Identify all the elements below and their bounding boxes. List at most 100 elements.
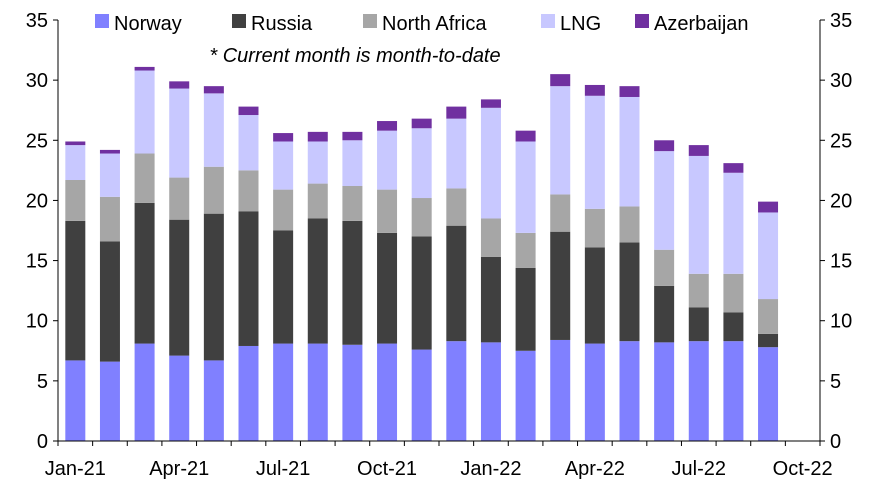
bar-segment-russia (654, 285, 675, 343)
bar-segment-lng (758, 212, 779, 300)
bar-segment-north-africa (515, 232, 536, 268)
bar-segment-norway (654, 342, 675, 441)
legend-label: LNG (560, 13, 601, 35)
bar-segment-norway (550, 339, 571, 441)
bar-segment-north-africa (758, 299, 779, 334)
bar-segment-azerbaijan (758, 201, 779, 213)
bar-segment-lng (688, 155, 709, 274)
bar-segment-north-africa (688, 273, 709, 308)
bar-segment-russia (688, 307, 709, 342)
bar-segment-lng (723, 172, 744, 274)
bar-segment-lng (377, 130, 398, 190)
bar-segment-norway (342, 344, 363, 441)
y-tick-label-left: 10 (26, 311, 48, 333)
bar-segment-north-africa (654, 249, 675, 286)
bar-segment-north-africa (273, 189, 294, 231)
bar-segment-norway (238, 345, 259, 441)
legend-swatch (635, 14, 649, 28)
bar-segment-lng (515, 141, 536, 233)
bar-segment-azerbaijan (515, 130, 536, 142)
bar-segment-lng (65, 145, 86, 180)
bar-segment-norway (688, 341, 709, 441)
bar-segment-russia (584, 247, 605, 344)
y-tick-label-left: 30 (26, 70, 48, 92)
bar-segment-lng (169, 88, 190, 178)
bar-segment-lng (99, 153, 120, 197)
bar-segment-russia (377, 232, 398, 344)
bar-segment-russia (515, 267, 536, 351)
bar-segment-lng (446, 118, 467, 189)
x-tick-label: Apr-21 (149, 458, 209, 480)
bar-segment-azerbaijan (723, 163, 744, 173)
x-tick-label: Oct-22 (773, 458, 833, 480)
bar-segment-lng (550, 86, 571, 195)
bar-segment-north-africa (99, 196, 120, 242)
bar-segment-azerbaijan (446, 106, 467, 119)
bar-segment-azerbaijan (65, 141, 86, 146)
bar-segment-azerbaijan (203, 86, 224, 94)
bar-segment-azerbaijan (584, 84, 605, 96)
y-tick-label-right: 5 (830, 371, 841, 393)
bar-segment-lng (342, 140, 363, 186)
bar-segment-lng (238, 115, 259, 171)
bar-segment-norway (411, 349, 432, 441)
y-tick-label-left: 25 (26, 130, 48, 152)
bar-segment-norway (65, 360, 86, 441)
bar-segment-russia (169, 219, 190, 356)
bar-segment-russia (411, 236, 432, 350)
bar-segment-north-africa (550, 194, 571, 232)
bar-segment-azerbaijan (550, 74, 571, 87)
bar-segment-norway (99, 361, 120, 441)
bar-segment-azerbaijan (342, 131, 363, 141)
bar-segment-norway (758, 347, 779, 441)
bar-segment-azerbaijan (377, 121, 398, 131)
bar-segment-north-africa (134, 153, 155, 203)
y-tick-label-right: 20 (830, 190, 852, 212)
legend-swatch (232, 14, 246, 28)
legend-label: Norway (114, 13, 182, 35)
bar-segment-north-africa (411, 198, 432, 237)
bar-segment-north-africa (480, 218, 501, 257)
bar-segment-russia (99, 241, 120, 362)
bar-segment-azerbaijan (411, 118, 432, 129)
bar-segment-lng (619, 96, 640, 207)
y-tick-label-left: 20 (26, 190, 48, 212)
bar-segment-norway (480, 342, 501, 441)
y-tick-label-left: 15 (26, 251, 48, 273)
bar-segment-norway (377, 343, 398, 441)
bar-segment-russia (619, 242, 640, 342)
bar-segment-russia (723, 312, 744, 342)
y-tick-label-right: 30 (830, 70, 852, 92)
bar-segment-russia (307, 218, 328, 344)
bar-segment-russia (238, 211, 259, 346)
bar-segment-lng (584, 95, 605, 209)
bar-segment-azerbaijan (307, 131, 328, 142)
bar-segment-russia (203, 213, 224, 361)
annotation: * Current month is month-to-date (209, 45, 500, 67)
bar-segment-azerbaijan (99, 149, 120, 154)
legend-label: Azerbaijan (654, 13, 749, 35)
bar-segment-north-africa (307, 183, 328, 219)
x-tick-label: Jul-22 (672, 458, 726, 480)
bar-segment-north-africa (446, 188, 467, 226)
legend-swatch (363, 14, 377, 28)
bar-segment-azerbaijan (688, 145, 709, 156)
bar-segment-azerbaijan (238, 106, 259, 116)
y-tick-label-left: 35 (26, 10, 48, 32)
bar-segment-lng (273, 141, 294, 190)
bar-segment-russia (273, 230, 294, 344)
x-tick-label: Apr-22 (565, 458, 625, 480)
bar-segment-lng (654, 151, 675, 250)
bar-segment-norway (169, 355, 190, 441)
bar-segment-norway (515, 350, 536, 441)
bar-segment-russia (758, 333, 779, 348)
y-tick-label-right: 25 (830, 130, 852, 152)
bar-segment-norway (723, 341, 744, 441)
bar-segment-russia (446, 225, 467, 342)
bar-segment-norway (307, 343, 328, 441)
legend-swatch (95, 14, 109, 28)
bar-segment-north-africa (584, 208, 605, 248)
bar-segment-norway (584, 343, 605, 441)
bar-segment-lng (411, 128, 432, 199)
